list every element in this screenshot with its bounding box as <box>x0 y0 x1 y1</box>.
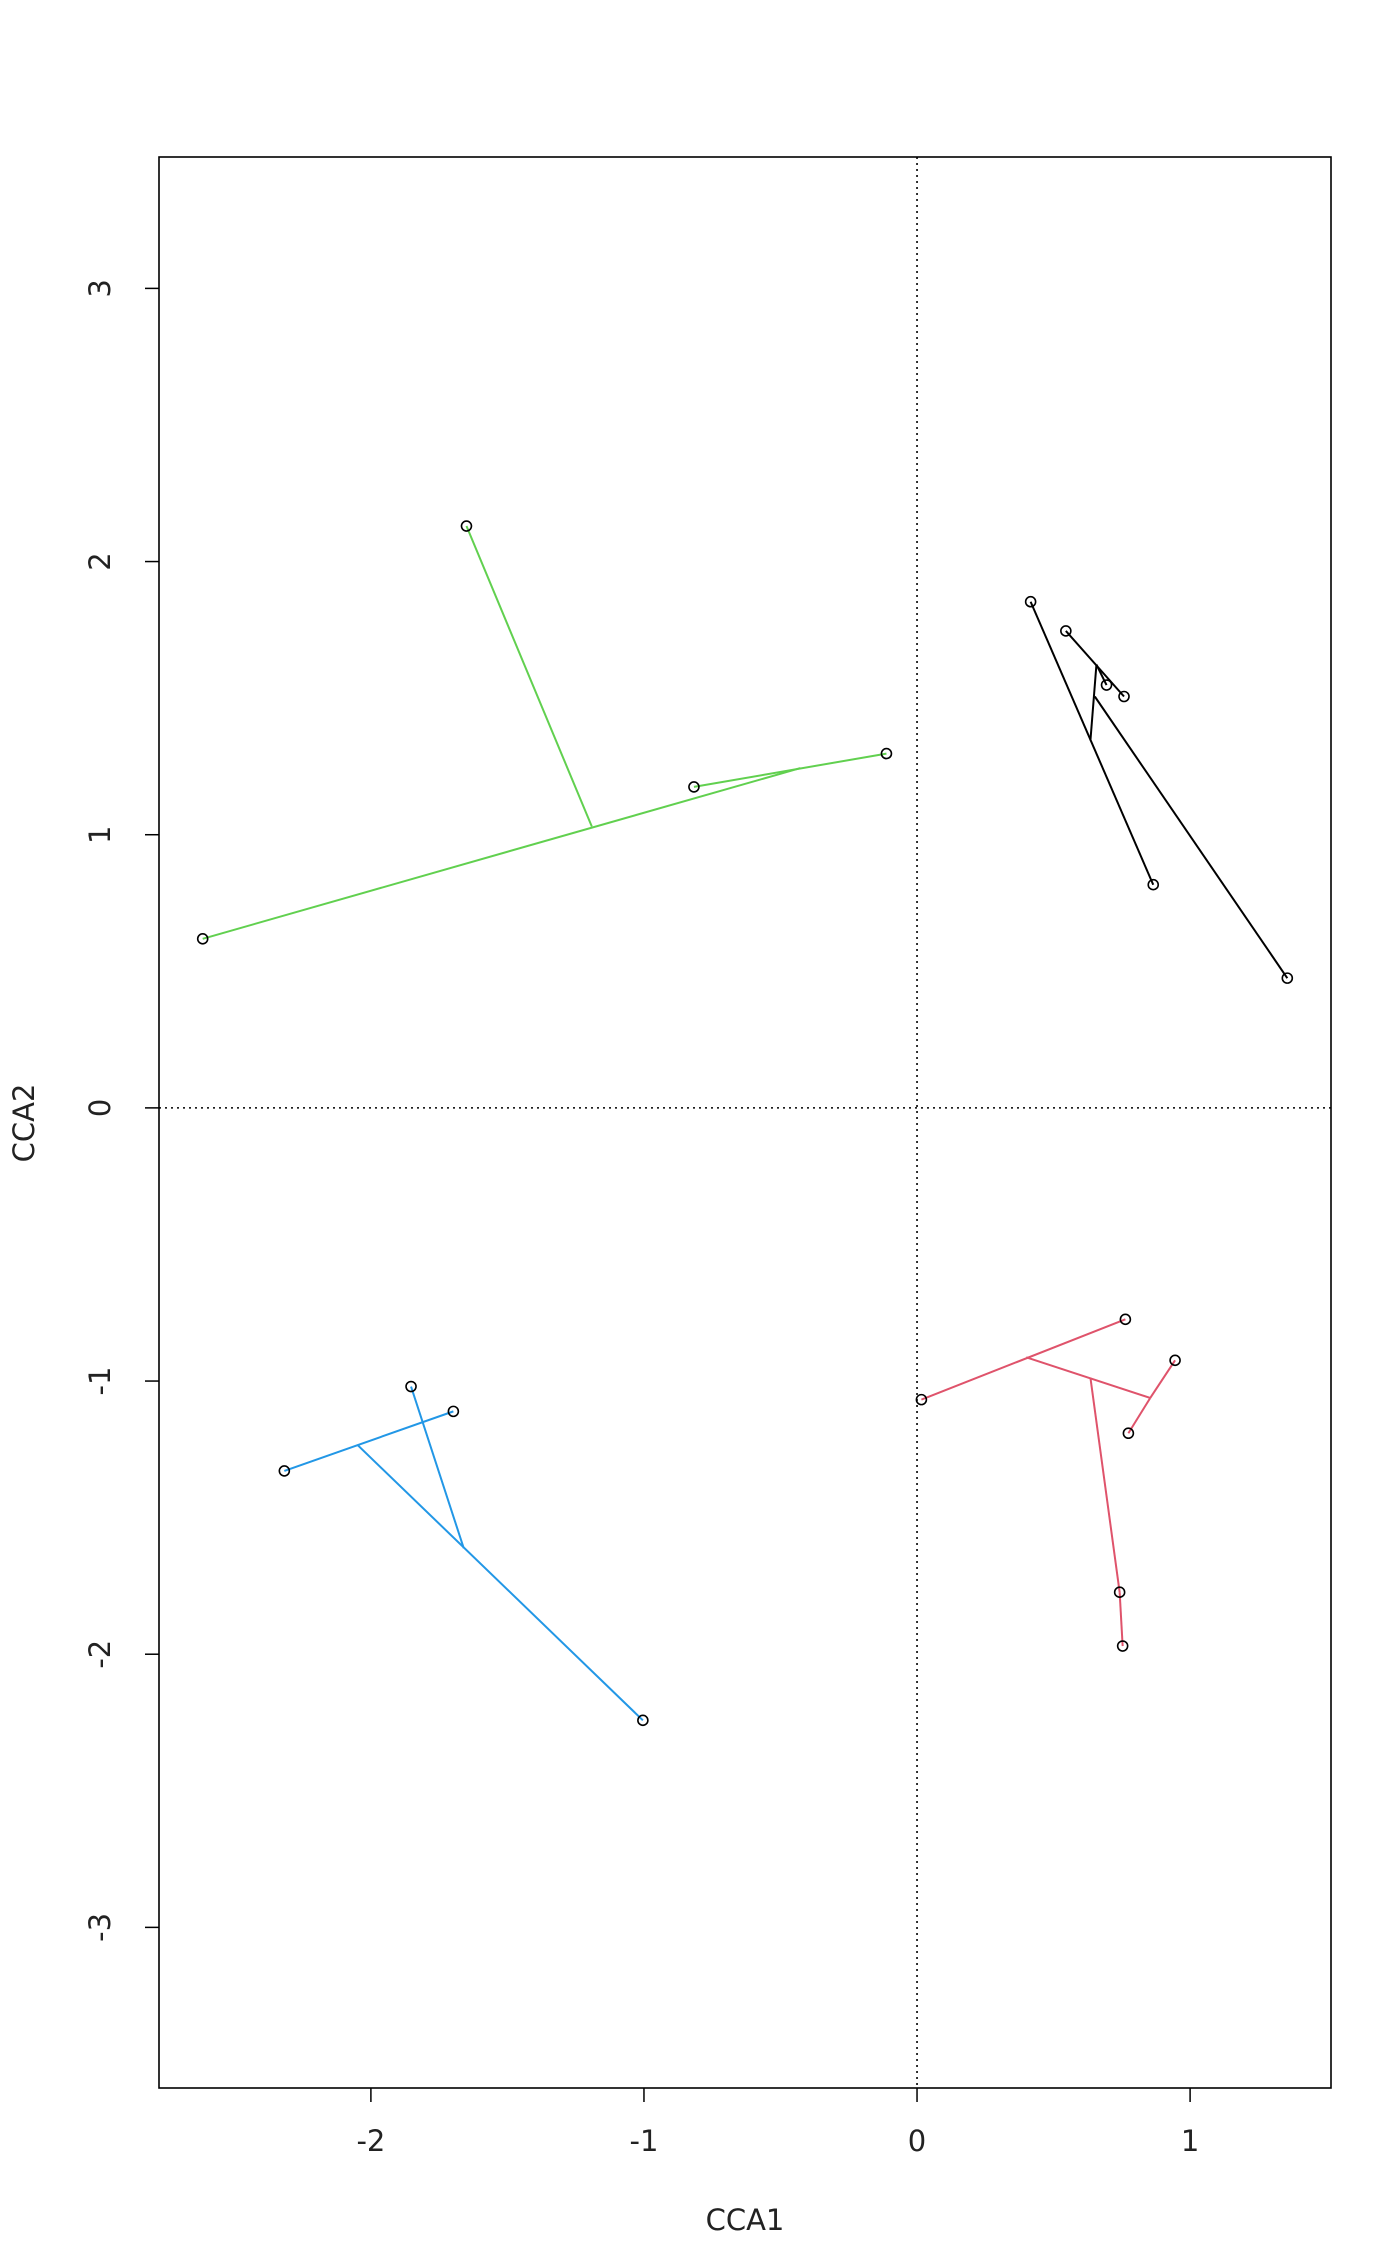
point <box>637 1714 649 1727</box>
cluster-segment <box>1095 664 1108 686</box>
cluster-segment <box>202 767 801 940</box>
cluster-segment <box>693 752 887 788</box>
x-tick-label: -2 <box>356 2124 385 2158</box>
cluster-segment <box>1025 1356 1151 1399</box>
point <box>278 1465 291 1477</box>
cluster-segment <box>1118 1592 1124 1647</box>
point <box>447 1405 460 1418</box>
x-axis-label: CCA1 <box>706 2203 785 2237</box>
y-tick-label: 0 <box>83 1099 117 1117</box>
x-tick-label: 0 <box>908 2124 926 2158</box>
point <box>1122 1427 1135 1440</box>
point <box>1118 690 1130 703</box>
point <box>1147 878 1160 891</box>
cluster-segment <box>410 1386 465 1549</box>
point <box>1113 1586 1126 1599</box>
y-tick-label: -2 <box>83 1640 117 1669</box>
y-tick-label: -1 <box>83 1367 117 1396</box>
point <box>1100 679 1113 691</box>
y-tick-label: 3 <box>83 279 117 297</box>
cluster-segment <box>465 525 593 827</box>
cluster-segment <box>284 1410 454 1472</box>
point <box>1119 1313 1132 1326</box>
cluster-segment <box>1093 695 1289 979</box>
x-tick-label: -1 <box>630 2124 659 2158</box>
cluster-segment <box>1089 664 1098 741</box>
cluster-segment <box>921 1318 1126 1401</box>
point <box>1024 595 1037 608</box>
point <box>1281 972 1294 984</box>
y-tick-label: -3 <box>83 1913 117 1942</box>
point <box>196 932 209 945</box>
point <box>1060 625 1072 637</box>
point <box>688 781 700 793</box>
cluster-segment <box>1089 1377 1121 1593</box>
x-tick-label: 1 <box>1181 2124 1199 2158</box>
point <box>915 1393 928 1406</box>
y-tick-label: 1 <box>83 825 117 843</box>
cluster-segment <box>1029 601 1155 886</box>
point <box>1169 1354 1181 1367</box>
point <box>1116 1640 1129 1652</box>
point <box>460 520 473 532</box>
cluster-segment <box>1065 630 1125 698</box>
point <box>405 1380 417 1393</box>
cluster-segment <box>1127 1397 1152 1434</box>
y-axis-label: CCA2 <box>7 1084 41 1163</box>
cluster-segment <box>1149 1359 1176 1399</box>
plot-frame <box>158 156 1332 2089</box>
y-tick-label: 2 <box>83 552 117 570</box>
cluster-segment <box>356 1443 644 1722</box>
point <box>880 747 893 760</box>
